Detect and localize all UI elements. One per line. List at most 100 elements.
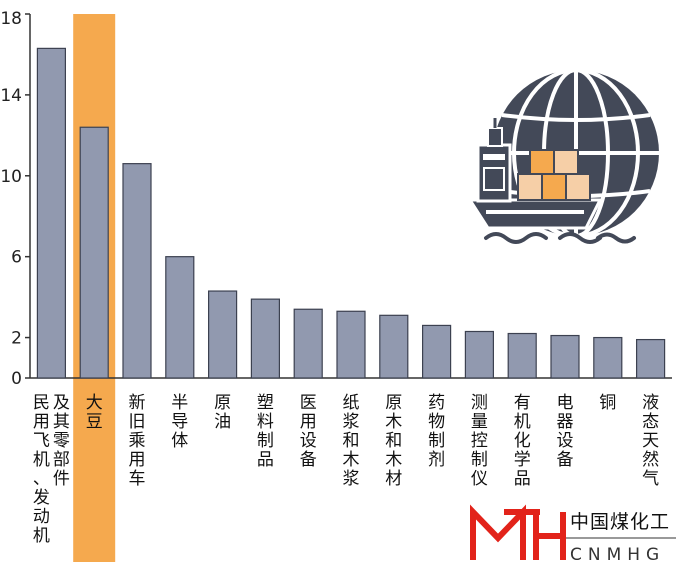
category-label-char: 材	[385, 469, 402, 489]
bar	[464, 330, 494, 379]
category-label-char: 浆	[343, 469, 360, 489]
category-label-char: 用	[129, 450, 146, 470]
category-label-char: 其	[53, 412, 70, 432]
category-label: 大豆	[86, 393, 103, 432]
category-label-char: 旧	[129, 412, 146, 432]
category-label-char: 、	[33, 469, 50, 489]
category-label-char: 半	[171, 393, 188, 413]
category-label-char: 和	[385, 431, 402, 451]
category-label-char: 纸	[343, 393, 360, 413]
y-tick-label: 6	[11, 248, 22, 268]
category-label-char: 新	[129, 393, 146, 413]
globe-cargo-ship-icon	[467, 68, 659, 244]
category-label-char: 控	[471, 431, 488, 451]
category-label-char: 原	[385, 393, 402, 413]
category-label-char: 乘	[129, 431, 146, 451]
y-tick-label: 0	[11, 369, 22, 389]
category-label-char: 飞	[33, 431, 50, 451]
bar	[36, 47, 67, 379]
bar	[293, 308, 323, 379]
category-label-char: 物	[428, 412, 445, 432]
category-label: 原油	[214, 393, 231, 432]
bar	[250, 298, 280, 379]
category-label-char: 态	[642, 412, 659, 432]
category-label-char: 医	[300, 393, 317, 413]
bar	[422, 324, 452, 379]
category-label-char: 有	[514, 393, 531, 413]
bar	[336, 310, 366, 379]
category-label-char: 大	[86, 393, 103, 413]
watermark-logo: 中国煤化工 CNMHG	[470, 504, 676, 565]
category-label-char: 制	[257, 431, 274, 451]
category-label-char: 学	[514, 450, 531, 470]
category-label: 铜	[599, 393, 616, 413]
category-label-char: 机	[33, 526, 50, 546]
category-label-char: 浆	[343, 412, 360, 432]
category-label-char: 机	[33, 450, 50, 470]
tick-labels: 0 2 6 10 14 18	[0, 9, 30, 389]
category-label-char: 动	[33, 507, 50, 527]
bars-layer	[36, 47, 666, 379]
bar	[165, 256, 195, 379]
bar	[122, 163, 152, 379]
bar	[550, 334, 580, 379]
bar	[507, 332, 537, 379]
y-tick-label: 14	[0, 86, 22, 106]
bar	[79, 126, 109, 379]
category-label-char: 备	[557, 450, 574, 470]
y-tick-label: 2	[11, 329, 22, 349]
category-label-char: 制	[471, 450, 488, 470]
category-label-char: 豆	[86, 412, 103, 432]
category-label-char: 药	[428, 393, 445, 413]
category-label-char: 剂	[428, 450, 445, 470]
category-labels: 民用飞机、发动机及其零部件大豆新旧乘用车半导体原油塑料制品医用设备纸浆和木浆原木…	[33, 393, 659, 546]
category-label-char: 件	[53, 469, 70, 489]
category-label-char: 木	[343, 450, 360, 470]
category-label-char: 制	[428, 431, 445, 451]
category-label-char: 木	[385, 412, 402, 432]
category-label-char: 然	[642, 450, 659, 470]
category-label-char: 用	[33, 412, 50, 432]
bar	[208, 290, 238, 379]
category-label-char: 仪	[471, 469, 488, 489]
y-tick-label: 18	[0, 9, 22, 29]
category-label-char: 机	[514, 412, 531, 432]
category-label-char: 品	[514, 469, 531, 489]
bar	[635, 338, 666, 379]
bar	[379, 314, 409, 379]
category-label-char: 木	[385, 450, 402, 470]
y-tick-label: 10	[0, 167, 22, 187]
category-label-char: 导	[171, 412, 188, 432]
category-label-char: 电	[557, 393, 574, 413]
category-label-char: 部	[53, 450, 70, 470]
category-label-char: 油	[214, 412, 231, 432]
category-label-char: 车	[129, 469, 146, 489]
category-label-char: 零	[53, 431, 70, 451]
category-label-char: 塑	[257, 393, 274, 413]
category-label-char: 品	[257, 450, 274, 470]
category-label-char: 体	[171, 431, 188, 451]
category-label-char: 铜	[599, 393, 616, 413]
watermark-en: CNMHG	[570, 545, 665, 565]
bar	[593, 336, 623, 379]
category-label-char: 测	[471, 393, 488, 413]
category-label-char: 气	[642, 469, 659, 489]
category-label-char: 发	[33, 488, 50, 508]
watermark-cn: 中国煤化工	[570, 511, 670, 533]
category-label-char: 料	[257, 412, 274, 432]
category-label-char: 用	[300, 412, 317, 432]
category-label-char: 民	[33, 393, 50, 413]
category-label-char: 设	[557, 431, 574, 451]
